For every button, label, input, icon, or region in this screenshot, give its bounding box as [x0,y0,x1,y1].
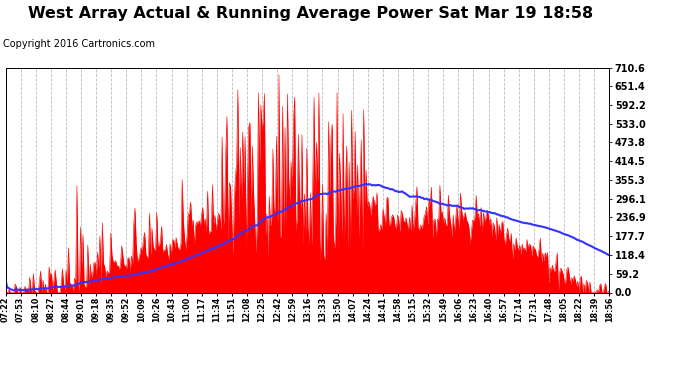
Text: West Array Actual & Running Average Power Sat Mar 19 18:58: West Array Actual & Running Average Powe… [28,6,593,21]
Text: West Array  (DC Watts): West Array (DC Watts) [556,29,680,38]
Text: Copyright 2016 Cartronics.com: Copyright 2016 Cartronics.com [3,39,155,50]
Text: Average  (DC Watts): Average (DC Watts) [434,29,543,38]
